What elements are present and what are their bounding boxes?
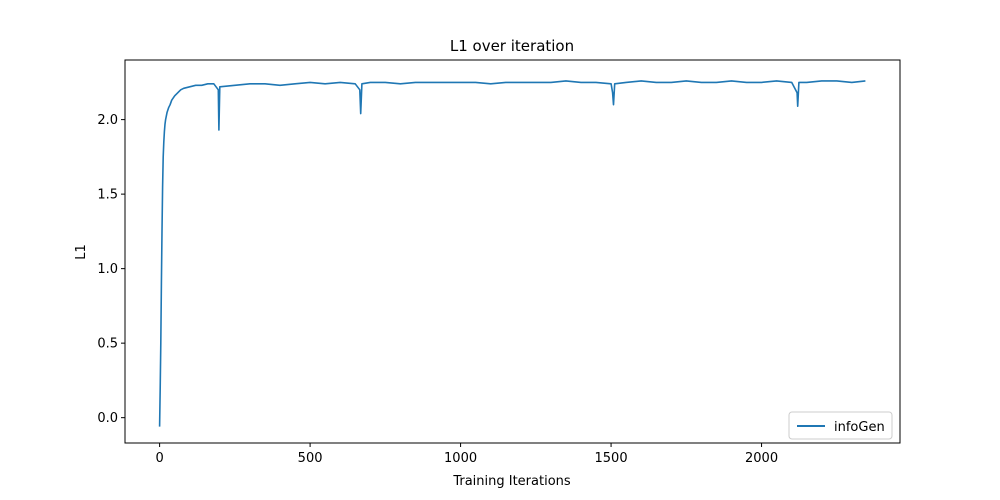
x-axis-ticks: 0 500 1000 1500 2000: [155, 443, 778, 466]
y-tick-label: 1.5: [97, 188, 118, 203]
y-axis-ticks: 0.0 0.5 1.0 1.5 2.0: [97, 113, 125, 426]
series-group: [158, 80, 866, 427]
plot-frame: [124, 59, 901, 444]
x-tick-label: 2000: [745, 451, 778, 466]
x-tick-label: 0: [155, 451, 163, 466]
chart-title: L1 over iteration: [450, 37, 574, 55]
x-axis-label: Training Iterations: [452, 474, 571, 489]
legend-box: [788, 411, 893, 440]
legend: infoGen: [788, 411, 893, 440]
y-tick-label: 0.5: [97, 337, 118, 352]
series-line-0: [158, 80, 866, 427]
y-tick-label: 1.0: [97, 262, 118, 277]
y-tick-label: 0.0: [97, 411, 118, 426]
plot-area: [124, 59, 901, 444]
x-tick-label: 500: [298, 451, 323, 466]
y-tick-label: 2.0: [97, 113, 118, 128]
x-tick-label: 1000: [444, 451, 477, 466]
y-axis-label: L1: [74, 244, 89, 260]
x-tick-label: 1500: [595, 451, 628, 466]
legend-label-infogen: infoGen: [834, 420, 885, 435]
